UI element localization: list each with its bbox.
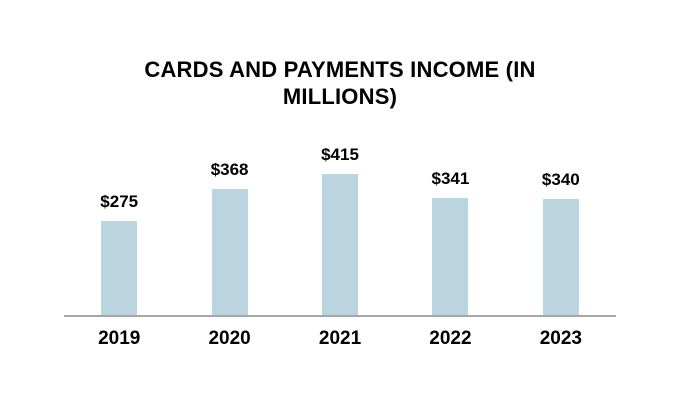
bar-value-label: $415 (321, 145, 359, 164)
bar-2019 (101, 221, 138, 315)
chart-title: CARDS AND PAYMENTS INCOME (IN MILLIONS) (144, 57, 536, 109)
bar-column-2022: $341 (395, 145, 505, 315)
x-axis-labels: 2019 2020 2021 2022 2023 (64, 328, 616, 350)
bar-2020 (211, 189, 248, 315)
bar-value-label: $341 (431, 169, 470, 188)
bar-value-label: $275 (100, 192, 139, 211)
bar-2023 (542, 199, 579, 315)
plot-area: $275 $368 $415 $341 $340 2019 2020 2021 2022 202… (64, 0, 616, 420)
x-axis-line (64, 315, 616, 317)
x-axis-label: 2022 (429, 328, 472, 349)
bar-column-2023: $340 (506, 145, 616, 315)
bar-column-2021: $415 (285, 145, 395, 315)
bar-value-label: $340 (541, 170, 580, 189)
bar-column-2020: $368 (174, 145, 284, 315)
x-axis-label: 2020 (208, 328, 251, 349)
bar-2022 (432, 198, 469, 315)
x-axis-label: 2021 (318, 328, 362, 349)
bars-container: $275 $368 $415 $341 $340 (64, 145, 616, 315)
bar-column-2019: $275 (64, 145, 174, 315)
bar-value-label: $368 (210, 160, 249, 179)
bar-2021 (322, 174, 359, 315)
x-axis-label: 2019 (98, 328, 141, 349)
x-axis-label: 2023 (539, 328, 582, 349)
